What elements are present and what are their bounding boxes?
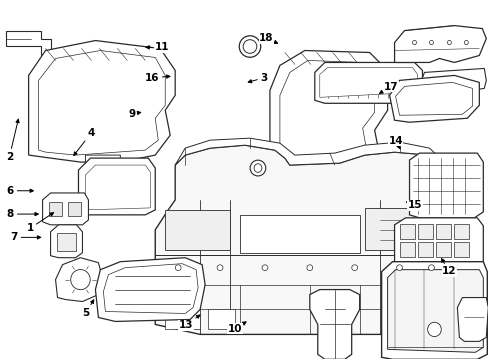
Polygon shape bbox=[408, 153, 482, 218]
Polygon shape bbox=[39, 50, 165, 155]
Text: 4: 4 bbox=[74, 129, 94, 156]
Text: 10: 10 bbox=[227, 322, 245, 334]
Ellipse shape bbox=[254, 164, 262, 172]
Bar bbox=[435, 242, 450, 257]
Ellipse shape bbox=[396, 265, 402, 270]
Polygon shape bbox=[175, 138, 444, 170]
Bar bbox=[49, 202, 62, 216]
Ellipse shape bbox=[250, 160, 265, 176]
Bar bbox=[453, 224, 468, 239]
Polygon shape bbox=[364, 208, 433, 250]
Bar bbox=[399, 242, 414, 257]
Text: 18: 18 bbox=[259, 33, 277, 44]
Text: 6: 6 bbox=[7, 186, 33, 196]
Text: 16: 16 bbox=[144, 73, 170, 83]
Polygon shape bbox=[103, 264, 198, 314]
Polygon shape bbox=[309, 289, 359, 359]
Polygon shape bbox=[456, 298, 488, 341]
Polygon shape bbox=[389, 75, 478, 122]
Bar bbox=[417, 242, 432, 257]
Polygon shape bbox=[29, 41, 175, 162]
Polygon shape bbox=[165, 310, 200, 329]
Polygon shape bbox=[85, 165, 150, 210]
Text: 5: 5 bbox=[82, 300, 94, 318]
Text: 11: 11 bbox=[146, 42, 168, 52]
Ellipse shape bbox=[217, 265, 223, 270]
Text: 1: 1 bbox=[26, 213, 54, 233]
Polygon shape bbox=[269, 50, 387, 168]
Ellipse shape bbox=[239, 36, 260, 57]
Ellipse shape bbox=[447, 40, 450, 45]
Bar bbox=[68, 202, 81, 216]
Polygon shape bbox=[78, 158, 155, 215]
Polygon shape bbox=[294, 160, 339, 175]
Polygon shape bbox=[42, 193, 88, 225]
Ellipse shape bbox=[243, 40, 256, 53]
Text: 3: 3 bbox=[248, 73, 267, 83]
Polygon shape bbox=[208, 310, 235, 329]
Polygon shape bbox=[394, 218, 482, 272]
Polygon shape bbox=[279, 60, 374, 160]
Text: 12: 12 bbox=[441, 258, 456, 276]
Polygon shape bbox=[95, 258, 204, 321]
Ellipse shape bbox=[428, 40, 432, 45]
Polygon shape bbox=[155, 145, 444, 334]
Ellipse shape bbox=[464, 40, 468, 45]
Polygon shape bbox=[165, 210, 229, 250]
Text: 7: 7 bbox=[11, 232, 41, 242]
Text: 17: 17 bbox=[379, 82, 397, 93]
Bar bbox=[399, 224, 414, 239]
Text: 9: 9 bbox=[128, 109, 141, 119]
Polygon shape bbox=[240, 215, 359, 253]
Ellipse shape bbox=[427, 322, 440, 337]
Polygon shape bbox=[56, 258, 102, 302]
Bar bbox=[417, 224, 432, 239]
Polygon shape bbox=[395, 82, 471, 115]
Ellipse shape bbox=[412, 40, 416, 45]
Ellipse shape bbox=[175, 265, 181, 270]
Bar bbox=[435, 224, 450, 239]
Polygon shape bbox=[6, 31, 50, 55]
Polygon shape bbox=[314, 62, 422, 103]
Bar bbox=[453, 242, 468, 257]
Polygon shape bbox=[50, 225, 82, 258]
Text: 8: 8 bbox=[7, 209, 38, 219]
Polygon shape bbox=[85, 155, 120, 172]
Polygon shape bbox=[319, 67, 417, 97]
Text: 14: 14 bbox=[387, 136, 402, 149]
Ellipse shape bbox=[71, 270, 90, 290]
Polygon shape bbox=[421, 68, 486, 93]
Ellipse shape bbox=[427, 265, 433, 270]
Text: 15: 15 bbox=[406, 200, 422, 210]
Polygon shape bbox=[387, 270, 482, 352]
Ellipse shape bbox=[262, 265, 267, 270]
Bar bbox=[57, 233, 76, 251]
Text: 2: 2 bbox=[6, 119, 19, 162]
Ellipse shape bbox=[306, 265, 312, 270]
Ellipse shape bbox=[351, 265, 357, 270]
Polygon shape bbox=[381, 262, 487, 359]
Polygon shape bbox=[394, 26, 486, 62]
Text: 13: 13 bbox=[179, 315, 200, 330]
